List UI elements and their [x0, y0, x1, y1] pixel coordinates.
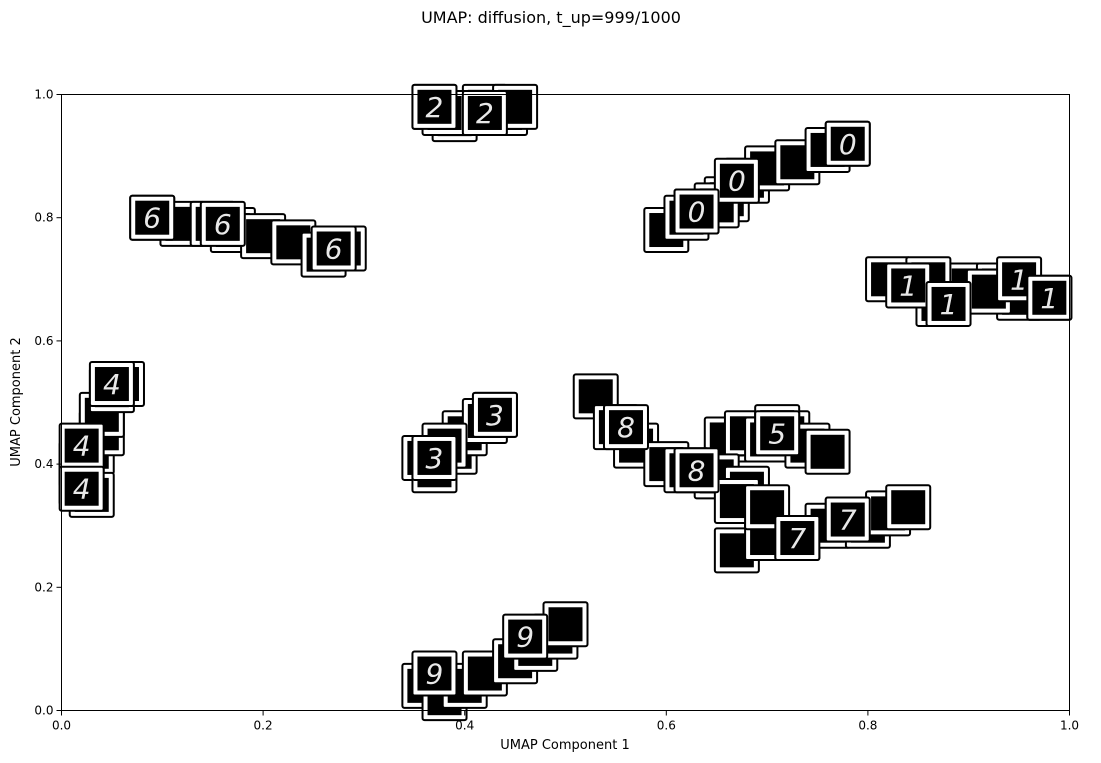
digit-thumbnail-labeled: 9 [411, 650, 458, 697]
svg-text:3: 3 [486, 399, 504, 432]
digit-thumbnail-labeled: 6 [129, 194, 176, 241]
digit-thumbnail-labeled: 6 [310, 225, 357, 272]
digit-thumbnail [542, 601, 589, 648]
svg-text:8: 8 [617, 411, 635, 444]
x-tick-label: 0.0 [52, 719, 71, 733]
digit-thumbnail-labeled: 1 [925, 280, 972, 327]
svg-text:0: 0 [839, 128, 857, 161]
y-axis-ticks: 0.0 0.2 0.4 0.6 0.8 1.0 [34, 88, 62, 718]
digit-thumbnail-labeled: 6 [199, 200, 246, 247]
svg-text:6: 6 [325, 233, 343, 266]
svg-text:0: 0 [728, 165, 746, 198]
y-axis-label: UMAP Component 2 [9, 337, 24, 466]
svg-text:4: 4 [73, 430, 91, 463]
svg-text:6: 6 [143, 202, 161, 235]
digit-thumbnail-labeled: 7 [774, 515, 821, 562]
svg-text:1: 1 [899, 269, 917, 302]
x-axis-ticks: 0.0 0.2 0.4 0.6 0.8 1.0 [52, 710, 1079, 733]
y-tick-label: 0.6 [34, 334, 53, 348]
digit-thumbnail-labeled: 2 [461, 89, 508, 136]
digit-thumbnail-labeled: 9 [502, 613, 549, 660]
digit-thumbnail-labeled: 3 [471, 391, 518, 438]
x-tick-label: 1.0 [1060, 719, 1079, 733]
digit-thumbnail-labeled: 1 [885, 262, 932, 309]
axes-frame [61, 94, 1070, 711]
y-tick-label: 0.0 [34, 704, 53, 718]
digit-thumbnail-labeled: 7 [824, 496, 871, 543]
x-tick-label: 0.4 [455, 719, 474, 733]
svg-text:6: 6 [214, 208, 232, 241]
x-axis-label: UMAP Component 1 [500, 738, 629, 753]
svg-text:1: 1 [940, 288, 958, 321]
svg-text:4: 4 [73, 473, 91, 506]
svg-text:3: 3 [426, 442, 444, 475]
svg-text:8: 8 [688, 454, 706, 487]
x-tick-label: 0.8 [858, 719, 877, 733]
svg-text:2: 2 [476, 97, 494, 130]
svg-text:1: 1 [1010, 263, 1028, 296]
digit-thumbnail-labeled: 2 [411, 83, 458, 130]
x-tick-label: 0.2 [254, 719, 273, 733]
digit-thumbnail [885, 484, 932, 531]
y-tick-label: 0.8 [34, 211, 53, 225]
svg-text:0: 0 [688, 196, 706, 229]
svg-text:7: 7 [839, 504, 857, 537]
digit-thumbnail-labeled: 4 [58, 465, 105, 512]
digit-thumbnail-labeled: 1 [1026, 274, 1073, 321]
digit-thumbnail-labeled: 0 [824, 120, 871, 167]
digit-thumbnail-labeled: 0 [673, 188, 720, 235]
svg-text:9: 9 [516, 621, 534, 654]
svg-text:7: 7 [788, 522, 806, 555]
y-tick-label: 0.4 [34, 457, 53, 471]
svg-text:4: 4 [103, 368, 121, 401]
digit-thumbnail-labeled: 8 [602, 404, 649, 451]
svg-text:1: 1 [1040, 282, 1058, 315]
svg-text:5: 5 [768, 417, 786, 450]
chart-title: UMAP: diffusion, t_up=999/1000 [421, 8, 681, 28]
digit-thumbnail-labeled: 5 [754, 410, 801, 457]
y-tick-label: 0.2 [34, 580, 53, 594]
digit-thumbnail-labeled: 4 [88, 361, 135, 408]
digit-thumbnail-labeled: 3 [411, 434, 458, 481]
digit-thumbnail-labeled: 8 [673, 447, 720, 494]
y-tick-label: 1.0 [34, 88, 53, 102]
digit-thumbnail [804, 428, 851, 475]
svg-text:2: 2 [426, 91, 444, 124]
digit-thumbnail-labeled: 0 [713, 157, 760, 204]
digit-thumbnail-labeled: 4 [58, 422, 105, 469]
x-tick-label: 0.6 [657, 719, 676, 733]
svg-text:9: 9 [426, 658, 444, 691]
